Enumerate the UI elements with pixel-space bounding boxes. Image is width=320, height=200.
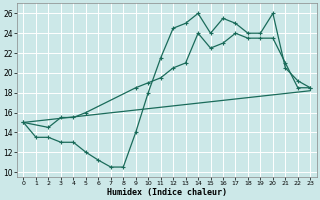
X-axis label: Humidex (Indice chaleur): Humidex (Indice chaleur) <box>107 188 227 197</box>
